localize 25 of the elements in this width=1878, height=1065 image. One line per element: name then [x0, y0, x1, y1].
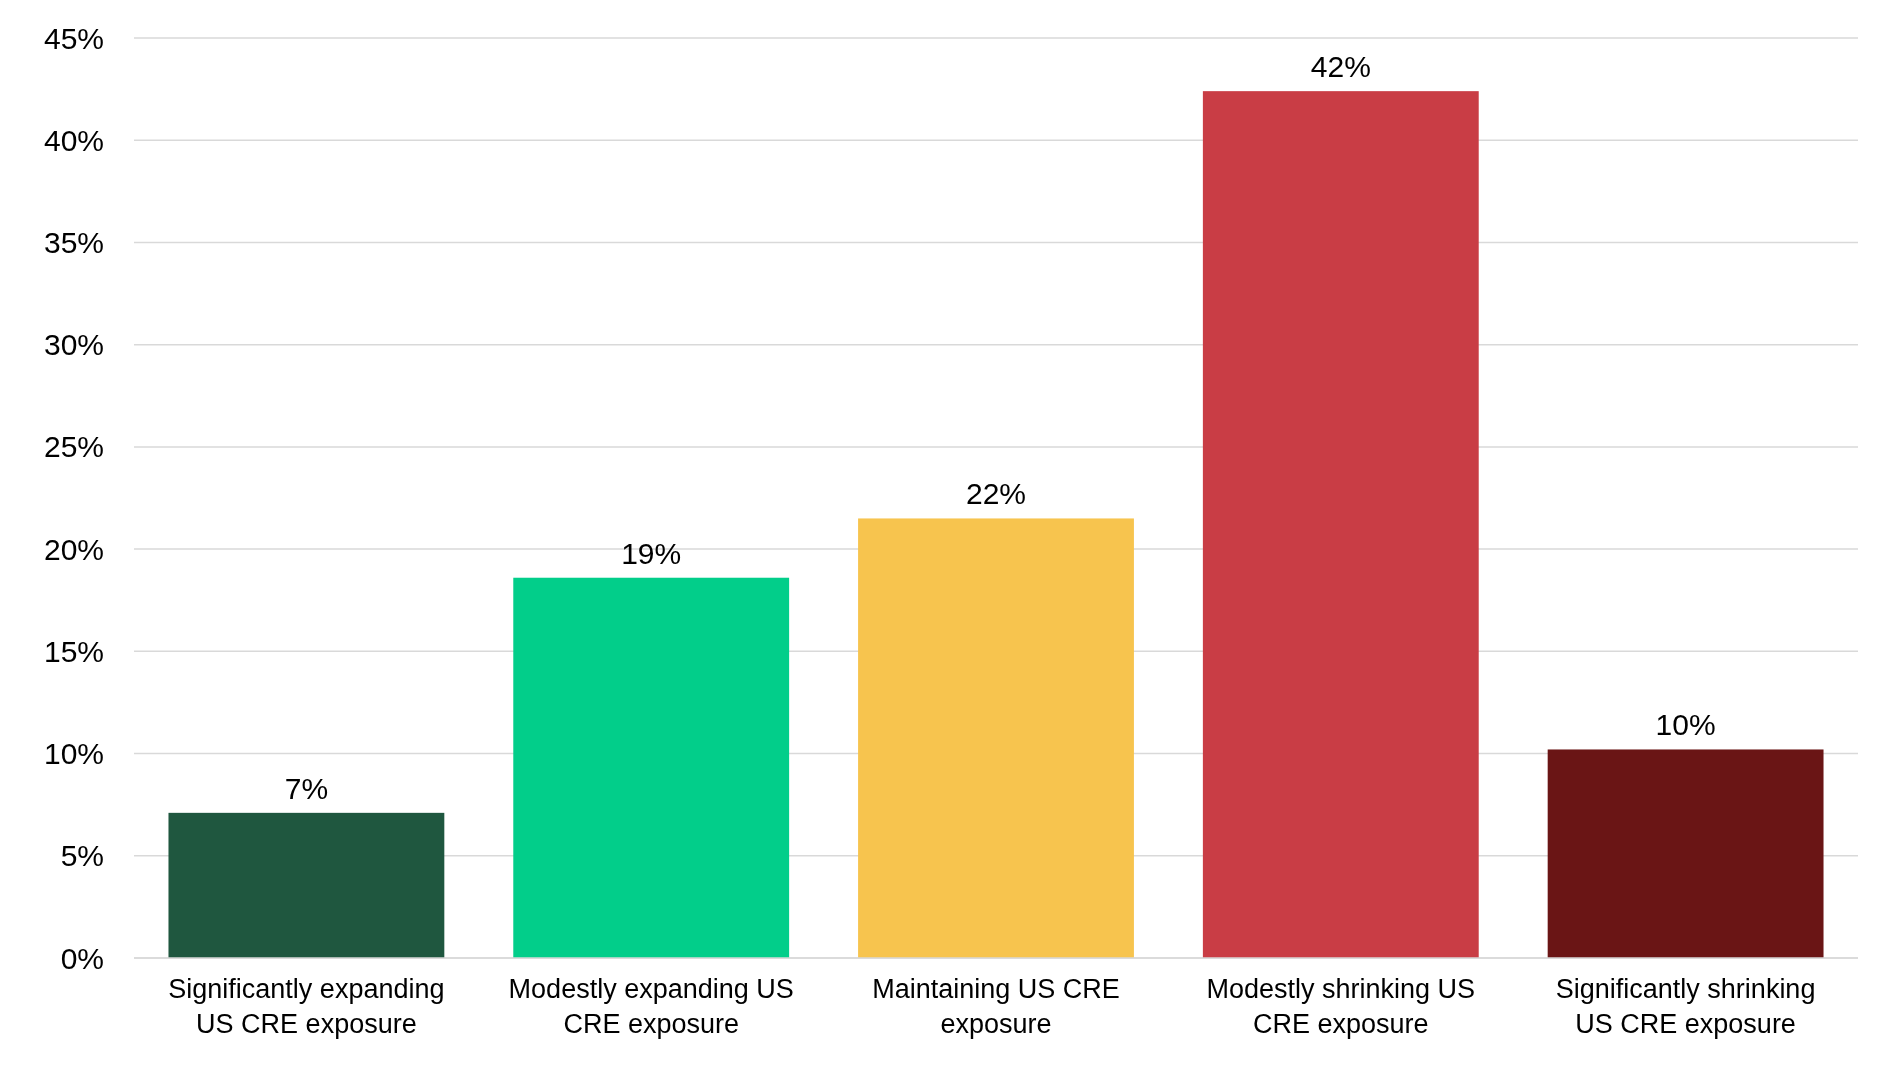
data-label: 10%: [1655, 708, 1716, 742]
bar: [1202, 91, 1479, 958]
y-tick-label: 5%: [60, 839, 104, 873]
y-tick-label: 10%: [43, 737, 104, 771]
x-tick-label: Modestly expanding US CRE exposure: [508, 974, 794, 1039]
data-label: 19%: [621, 536, 682, 570]
x-tick-label: Significantly expanding US CRE exposure: [168, 974, 445, 1039]
y-tick-label: 35%: [43, 225, 104, 259]
y-tick-label: 0%: [60, 941, 104, 975]
y-tick-label: 15%: [43, 634, 104, 668]
bar: [168, 812, 445, 958]
data-label: 7%: [284, 771, 329, 805]
y-tick-label: 20%: [43, 532, 104, 566]
y-tick-label: 25%: [43, 430, 104, 464]
x-tick-label: Modestly shrinking US CRE exposure: [1206, 974, 1476, 1039]
bar: [513, 577, 790, 958]
bar: [858, 518, 1134, 958]
data-label: 42%: [1310, 50, 1371, 84]
bar: [1547, 749, 1824, 958]
x-tick-label: Maintaining US CRE exposure: [872, 974, 1120, 1039]
y-tick-label: 45%: [43, 21, 104, 55]
data-label: 22%: [965, 477, 1027, 511]
x-tick-label: Significantly shrinking US CRE exposure: [1555, 974, 1816, 1039]
y-tick-label: 30%: [43, 328, 104, 362]
y-tick-label: 40%: [43, 123, 104, 157]
